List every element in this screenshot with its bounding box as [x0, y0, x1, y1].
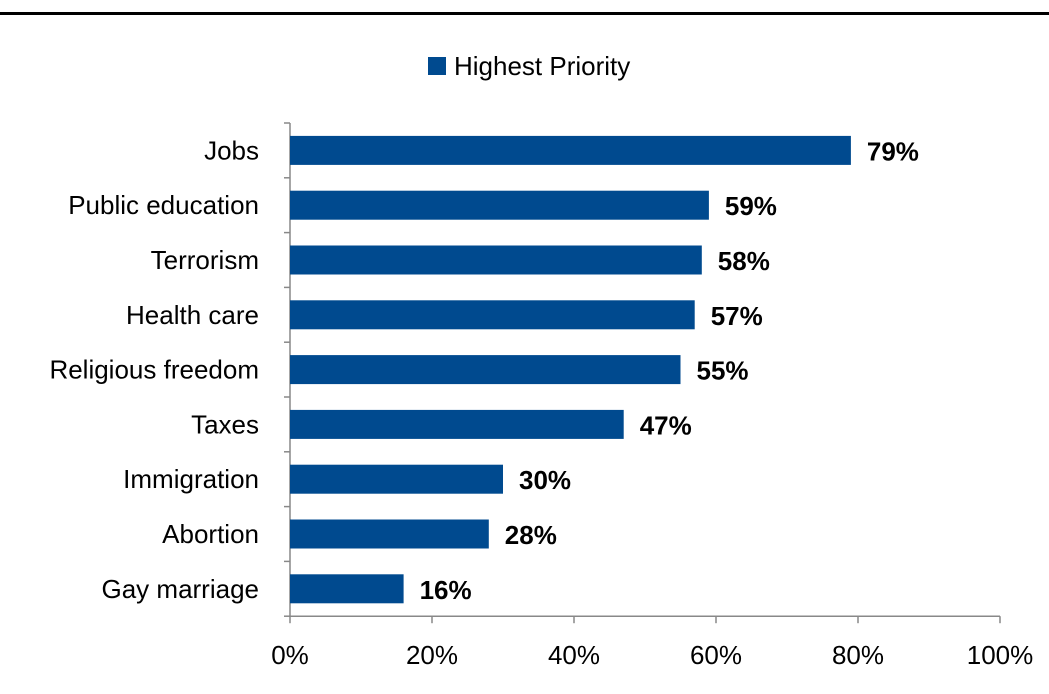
x-tick-label: 100% [967, 640, 1034, 670]
x-tick-label: 20% [406, 640, 458, 670]
legend-label: Highest Priority [454, 51, 630, 81]
category-label: Taxes [191, 409, 259, 439]
data-label: 55% [697, 356, 749, 386]
category-label: Terrorism [151, 245, 259, 275]
data-label: 30% [519, 465, 571, 495]
bar [290, 464, 503, 494]
data-label: 16% [420, 575, 472, 605]
bars [290, 135, 851, 604]
data-label: 59% [725, 191, 777, 221]
category-label: Gay marriage [102, 574, 260, 604]
bar [290, 409, 624, 439]
bar [290, 135, 851, 165]
bar [290, 300, 695, 330]
bar [290, 355, 681, 385]
category-label: Public education [68, 190, 259, 220]
category-label: Immigration [123, 464, 259, 494]
x-tick-label: 60% [690, 640, 742, 670]
category-label: Abortion [162, 519, 259, 549]
x-tick-label: 40% [548, 640, 600, 670]
bar [290, 245, 702, 275]
tick-labels: 0% 20% 40% 60% 80% 100% [271, 640, 1033, 670]
legend: Highest Priority [428, 51, 630, 81]
x-tick-label: 80% [832, 640, 884, 670]
bar [290, 519, 489, 549]
bar [290, 190, 709, 220]
data-label: 47% [640, 410, 692, 440]
data-labels: 79% 59% 58% 57% 55%47% 30% 28% 16% [420, 136, 919, 604]
category-label: Religious freedom [49, 355, 259, 385]
top-rule [0, 12, 1049, 15]
legend-swatch [428, 57, 446, 75]
category-label: Health care [126, 300, 259, 330]
data-label: 28% [505, 520, 557, 550]
data-label: 79% [867, 136, 919, 166]
data-label: 58% [718, 246, 770, 276]
bar [290, 574, 404, 604]
data-label: 57% [711, 301, 763, 331]
category-labels: Jobs Public education Terrorism Health care… [49, 135, 259, 603]
x-tick-label: 0% [271, 640, 309, 670]
category-label: Jobs [204, 135, 259, 165]
